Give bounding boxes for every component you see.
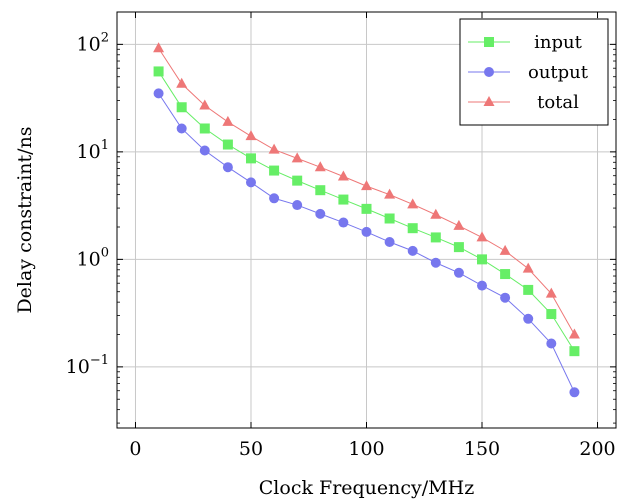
y-tick-base: 10 bbox=[77, 248, 101, 270]
plot-frame bbox=[116, 11, 617, 429]
series-output bbox=[153, 88, 580, 398]
data-point-output bbox=[453, 267, 464, 278]
legend: input output total bbox=[459, 18, 609, 126]
data-point-total bbox=[245, 130, 257, 141]
y-tick-base: 10 bbox=[77, 141, 101, 163]
data-point-total bbox=[268, 143, 280, 154]
data-point-input bbox=[222, 139, 233, 150]
data-point-input bbox=[199, 123, 210, 134]
y-tick-exponent: 0 bbox=[101, 245, 109, 260]
y-tick-exponent: −1 bbox=[90, 353, 109, 368]
data-point-total bbox=[291, 152, 303, 163]
data-point-input bbox=[338, 194, 349, 205]
data-point-total bbox=[407, 198, 419, 209]
data-point-output bbox=[222, 162, 233, 173]
x-tick-label: 200 bbox=[579, 438, 615, 460]
data-point-input bbox=[292, 175, 303, 186]
data-point-input bbox=[430, 232, 441, 243]
data-point-total bbox=[430, 208, 442, 219]
data-point-output bbox=[245, 177, 256, 188]
legend-label-total: total bbox=[537, 92, 579, 113]
series-input bbox=[153, 66, 580, 357]
y-tick-label: 100 bbox=[77, 245, 109, 270]
y-axis-label: Delay constraint/ns bbox=[14, 126, 36, 313]
data-point-total bbox=[361, 180, 372, 191]
x-tick-label: 50 bbox=[239, 438, 263, 460]
y-tick-exponent: 2 bbox=[101, 30, 109, 45]
x-tick-label: 150 bbox=[464, 438, 500, 460]
data-point-total bbox=[176, 77, 188, 88]
data-point-input bbox=[245, 153, 256, 164]
data-point-total bbox=[499, 244, 511, 255]
x-tick-label: 0 bbox=[129, 438, 141, 460]
data-point-total bbox=[153, 42, 165, 53]
data-point-output bbox=[430, 257, 441, 268]
data-point-output bbox=[315, 208, 326, 219]
data-point-output bbox=[546, 338, 557, 349]
data-point-total bbox=[384, 188, 396, 199]
data-point-input bbox=[569, 346, 580, 357]
data-point-input bbox=[407, 223, 418, 234]
data-point-output bbox=[199, 145, 210, 156]
x-tick-label: 100 bbox=[348, 438, 384, 460]
data-point-input bbox=[153, 66, 164, 77]
series-layer bbox=[153, 42, 580, 398]
data-point-output bbox=[569, 387, 580, 398]
data-point-total bbox=[568, 328, 580, 339]
data-point-input bbox=[384, 213, 395, 224]
data-point-input bbox=[361, 203, 372, 214]
data-point-input bbox=[453, 242, 464, 253]
legend-label-input: input bbox=[534, 32, 582, 53]
data-point-input bbox=[523, 284, 534, 295]
data-point-total bbox=[453, 219, 465, 230]
data-point-total bbox=[314, 161, 326, 172]
y-tick-label: 102 bbox=[77, 30, 109, 55]
x-axis-label: Clock Frequency/MHz bbox=[259, 477, 474, 499]
data-point-input bbox=[269, 165, 280, 176]
y-tick-exponent: 1 bbox=[101, 138, 109, 153]
data-point-total bbox=[522, 262, 534, 273]
y-tick-base: 10 bbox=[66, 356, 90, 378]
legend-marker-output bbox=[484, 67, 494, 77]
y-tick-label: 101 bbox=[77, 138, 109, 163]
legend-label-output: output bbox=[528, 62, 589, 83]
legend-marker-input bbox=[484, 37, 494, 47]
data-point-output bbox=[269, 193, 280, 204]
data-point-total bbox=[199, 99, 211, 110]
y-tick-base: 10 bbox=[77, 33, 101, 55]
data-point-output bbox=[153, 88, 164, 99]
data-point-input bbox=[315, 185, 326, 196]
data-point-output bbox=[477, 280, 488, 291]
y-tick-label: 10−1 bbox=[66, 353, 109, 378]
data-point-total bbox=[476, 231, 488, 242]
data-point-input bbox=[500, 269, 511, 280]
data-point-input bbox=[176, 102, 187, 113]
data-point-input bbox=[477, 254, 488, 265]
data-point-output bbox=[176, 123, 187, 134]
data-point-output bbox=[361, 226, 372, 237]
series-total bbox=[153, 42, 580, 339]
data-point-total bbox=[337, 170, 349, 181]
data-point-total bbox=[545, 287, 557, 298]
data-point-output bbox=[384, 237, 395, 248]
data-point-output bbox=[292, 200, 303, 211]
data-point-output bbox=[500, 292, 511, 303]
data-point-total bbox=[222, 115, 234, 126]
data-point-output bbox=[407, 245, 418, 256]
data-point-input bbox=[546, 309, 557, 320]
legend-marker-total bbox=[483, 96, 495, 106]
data-point-output bbox=[523, 313, 534, 324]
data-point-output bbox=[338, 217, 349, 228]
